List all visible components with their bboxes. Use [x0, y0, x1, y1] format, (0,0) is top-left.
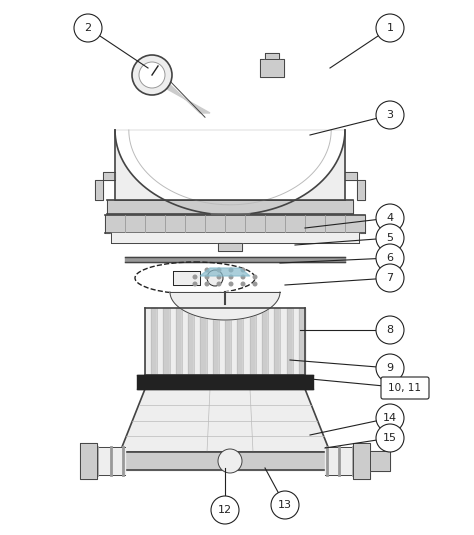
Circle shape — [376, 14, 404, 42]
Polygon shape — [201, 308, 207, 375]
Circle shape — [217, 274, 221, 279]
Polygon shape — [80, 443, 97, 479]
Circle shape — [240, 274, 246, 279]
Text: 8: 8 — [386, 325, 393, 335]
Polygon shape — [231, 308, 237, 375]
Text: 15: 15 — [383, 433, 397, 443]
Circle shape — [218, 449, 242, 473]
Text: 3: 3 — [386, 110, 393, 120]
Polygon shape — [299, 308, 305, 375]
Circle shape — [228, 274, 234, 279]
Circle shape — [376, 264, 404, 292]
Polygon shape — [170, 308, 176, 375]
Circle shape — [211, 496, 239, 524]
Polygon shape — [194, 308, 201, 375]
Polygon shape — [164, 308, 170, 375]
Polygon shape — [262, 308, 268, 375]
Circle shape — [240, 268, 246, 272]
Text: 1: 1 — [386, 23, 393, 33]
Polygon shape — [160, 79, 210, 113]
Polygon shape — [105, 215, 365, 233]
Circle shape — [192, 274, 198, 279]
Polygon shape — [125, 257, 345, 262]
Circle shape — [253, 281, 257, 287]
Polygon shape — [210, 214, 250, 224]
Circle shape — [204, 274, 210, 279]
Text: 5: 5 — [386, 233, 393, 243]
Polygon shape — [120, 389, 330, 452]
Polygon shape — [260, 59, 284, 77]
Circle shape — [228, 268, 234, 272]
Polygon shape — [182, 308, 188, 375]
Polygon shape — [370, 451, 390, 471]
Polygon shape — [207, 308, 213, 375]
Polygon shape — [281, 308, 287, 375]
FancyBboxPatch shape — [381, 377, 429, 399]
Polygon shape — [176, 308, 182, 375]
Polygon shape — [137, 375, 313, 389]
Circle shape — [74, 14, 102, 42]
Circle shape — [376, 424, 404, 452]
Polygon shape — [244, 308, 250, 375]
Polygon shape — [325, 447, 365, 475]
Text: 6: 6 — [386, 253, 393, 263]
Text: 2: 2 — [84, 23, 91, 33]
Circle shape — [376, 224, 404, 252]
Polygon shape — [85, 447, 125, 475]
Text: 14: 14 — [383, 413, 397, 423]
Polygon shape — [256, 308, 262, 375]
Polygon shape — [170, 292, 280, 320]
Circle shape — [204, 281, 210, 287]
Polygon shape — [95, 172, 115, 200]
Polygon shape — [145, 308, 305, 375]
Polygon shape — [125, 452, 325, 470]
Text: 9: 9 — [386, 363, 393, 373]
Polygon shape — [287, 308, 292, 375]
Circle shape — [204, 268, 210, 272]
Circle shape — [192, 281, 198, 287]
Polygon shape — [274, 308, 281, 375]
Circle shape — [240, 281, 246, 287]
Polygon shape — [218, 243, 242, 251]
Circle shape — [376, 316, 404, 344]
Text: 10, 11: 10, 11 — [389, 383, 421, 393]
Text: 13: 13 — [278, 500, 292, 510]
Text: 4: 4 — [386, 213, 393, 223]
Polygon shape — [157, 308, 164, 375]
Polygon shape — [250, 308, 256, 375]
Polygon shape — [265, 53, 279, 59]
Circle shape — [376, 354, 404, 382]
Polygon shape — [225, 308, 231, 375]
Circle shape — [139, 62, 165, 88]
Text: 12: 12 — [218, 505, 232, 515]
Polygon shape — [188, 308, 194, 375]
Polygon shape — [173, 271, 200, 285]
Circle shape — [217, 268, 221, 272]
Circle shape — [376, 404, 404, 432]
Polygon shape — [219, 308, 225, 375]
Circle shape — [271, 491, 299, 519]
Polygon shape — [292, 308, 299, 375]
Polygon shape — [107, 200, 353, 214]
Polygon shape — [151, 308, 157, 375]
Circle shape — [253, 274, 257, 279]
Text: 7: 7 — [386, 273, 393, 283]
Polygon shape — [111, 233, 359, 243]
Polygon shape — [213, 308, 219, 375]
Circle shape — [132, 55, 172, 95]
Circle shape — [376, 101, 404, 129]
Polygon shape — [353, 443, 370, 479]
Polygon shape — [268, 308, 274, 375]
Polygon shape — [200, 268, 250, 276]
Circle shape — [217, 281, 221, 287]
Circle shape — [376, 244, 404, 272]
Polygon shape — [237, 308, 244, 375]
Circle shape — [207, 270, 223, 286]
Circle shape — [376, 204, 404, 232]
Polygon shape — [115, 130, 345, 215]
Circle shape — [228, 281, 234, 287]
Polygon shape — [345, 172, 365, 200]
Polygon shape — [145, 308, 151, 375]
